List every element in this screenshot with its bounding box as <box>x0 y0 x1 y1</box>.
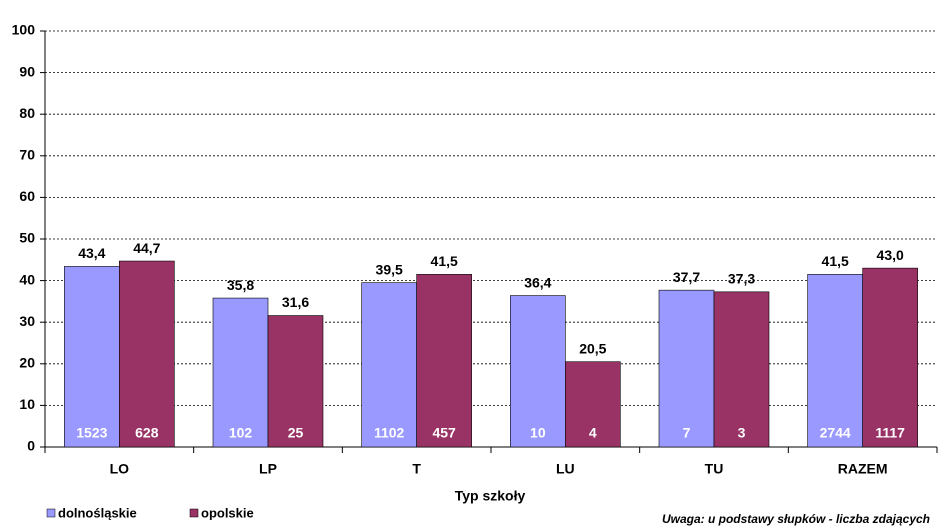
y-tick-label: 50 <box>19 230 35 246</box>
count-label: 10 <box>530 425 546 441</box>
y-tick-label: 40 <box>19 271 35 287</box>
legend-swatch <box>189 508 199 518</box>
value-label: 20,5 <box>579 340 606 356</box>
bar <box>64 266 120 448</box>
x-tick-label: RAZEM <box>838 461 888 477</box>
value-label: 41,5 <box>431 253 458 269</box>
value-label: 44,7 <box>133 240 160 256</box>
legend-label: opolskie <box>201 505 254 520</box>
count-label: 2744 <box>820 425 851 441</box>
count-label: 1102 <box>374 425 405 441</box>
y-tick-label: 100 <box>12 22 36 38</box>
value-label: 37,7 <box>673 269 700 285</box>
bar <box>862 267 918 448</box>
count-label: 4 <box>589 425 597 441</box>
y-tick-label: 80 <box>19 105 35 121</box>
bar <box>361 282 417 448</box>
bar <box>565 361 621 448</box>
bar <box>119 260 175 448</box>
bar <box>807 274 863 448</box>
bar <box>212 297 269 448</box>
bar <box>713 291 770 448</box>
count-label: 457 <box>432 425 456 441</box>
note: Uwaga: u podstawy słupków - liczba zdają… <box>662 512 930 526</box>
count-label: 1117 <box>875 425 905 441</box>
legend-label: dolnośląskie <box>58 505 137 520</box>
value-label: 35,8 <box>227 277 254 293</box>
value-label: 43,4 <box>78 245 105 261</box>
count-label: 102 <box>229 425 253 441</box>
count-label: 1523 <box>76 425 107 441</box>
count-label: 3 <box>738 425 746 441</box>
legend-swatch <box>46 508 56 518</box>
y-tick-label: 70 <box>19 147 35 163</box>
x-tick-label: LU <box>556 461 575 477</box>
count-label: 25 <box>288 425 304 441</box>
x-axis-label: Typ szkoły <box>455 488 526 504</box>
x-tick-label: LP <box>259 461 277 477</box>
x-tick-label: LO <box>110 461 130 477</box>
y-tick-label: 20 <box>19 355 35 371</box>
bar <box>658 289 715 448</box>
count-label: 628 <box>135 425 159 441</box>
value-label: 31,6 <box>282 294 309 310</box>
y-tick-label: 90 <box>19 63 35 79</box>
y-tick-label: 30 <box>19 313 35 329</box>
value-label: 43,0 <box>877 247 904 263</box>
y-tick-label: 60 <box>19 188 35 204</box>
value-label: 41,5 <box>822 253 849 269</box>
bar <box>416 274 472 448</box>
value-label: 36,4 <box>524 274 551 290</box>
x-tick-label: T <box>412 461 421 477</box>
value-label: 37,3 <box>728 271 755 287</box>
y-tick-label: 0 <box>27 438 35 454</box>
value-label: 39,5 <box>376 261 403 277</box>
y-tick-label: 10 <box>19 396 35 412</box>
bar <box>267 315 324 448</box>
x-tick-label: TU <box>705 461 724 477</box>
count-label: 7 <box>683 425 691 441</box>
